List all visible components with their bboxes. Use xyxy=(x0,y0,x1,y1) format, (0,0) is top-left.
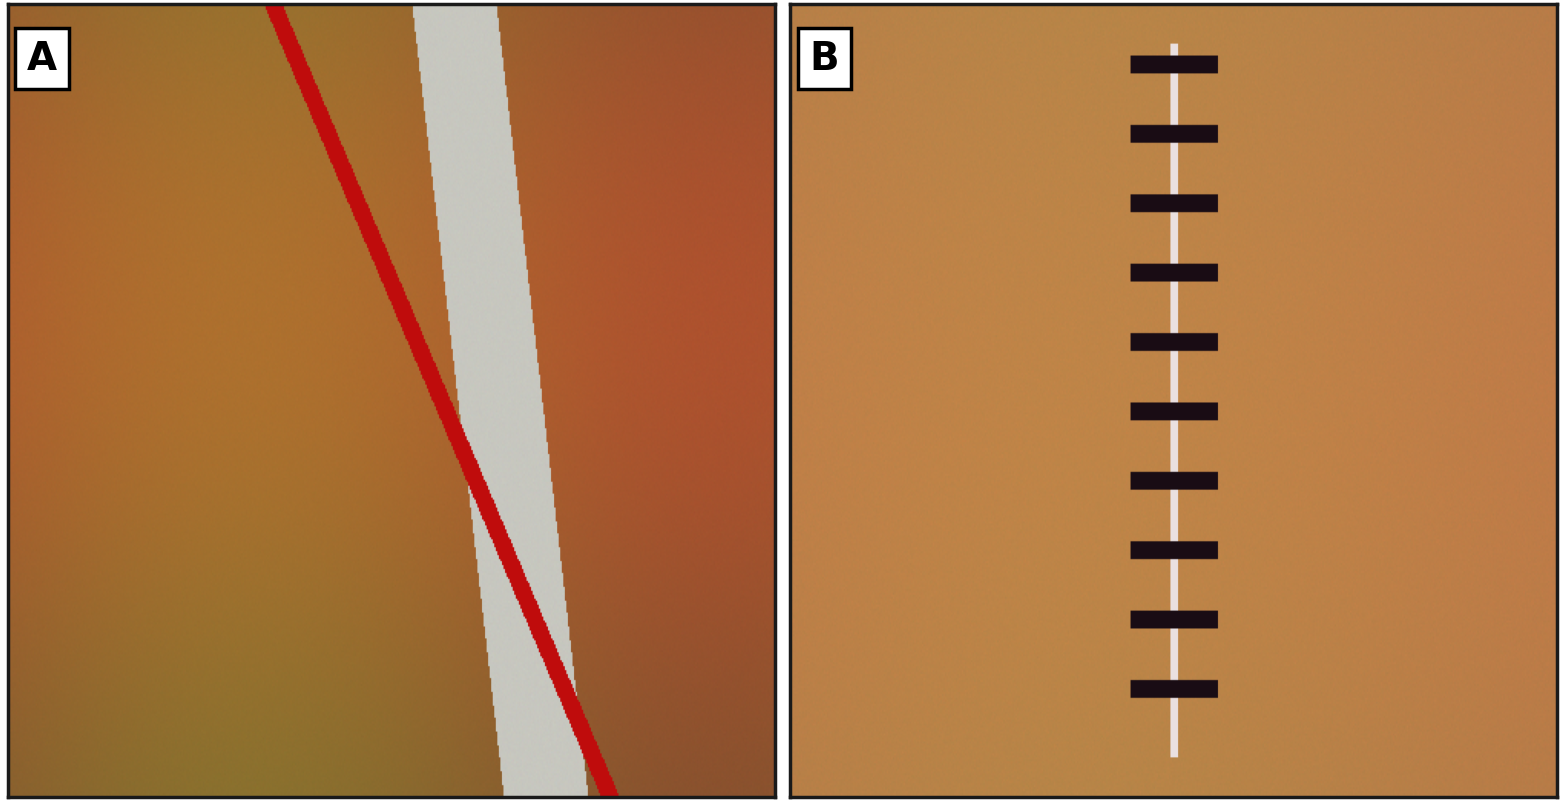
Text: A: A xyxy=(27,40,56,78)
Text: B: B xyxy=(809,40,839,78)
